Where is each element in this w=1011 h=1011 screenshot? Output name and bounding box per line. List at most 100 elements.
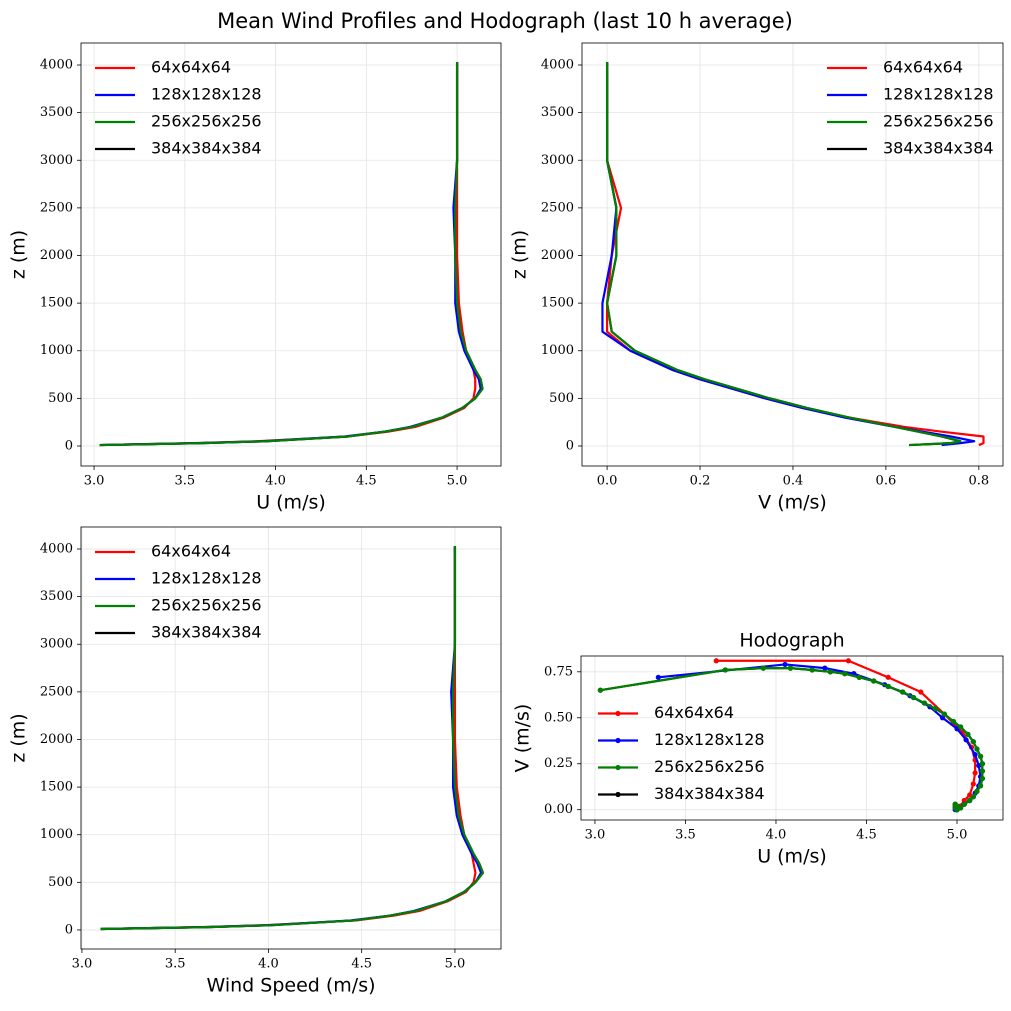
- y-tick-label: 1000: [541, 343, 574, 358]
- legend-label: 384x384x384: [883, 139, 994, 158]
- panel: 3.0 3.5 4.0 4.5 5.0 0 500 1000 1500 2000 2500 3000 3…: [8, 526, 502, 997]
- hodograph-marker: [974, 746, 980, 752]
- hodograph-marker: [713, 658, 719, 664]
- y-tick-label: 2500: [541, 200, 574, 215]
- hodograph-marker: [965, 731, 971, 737]
- legend-marker: [615, 791, 621, 798]
- x-tick-label: 4.0: [766, 828, 787, 843]
- legend-label: 384x384x384: [151, 623, 262, 642]
- legend-label: 256x256x256: [151, 112, 262, 131]
- y-tick-label: 0.25: [544, 756, 573, 771]
- hodograph-marker: [900, 689, 906, 695]
- hodograph-marker: [972, 770, 978, 776]
- y-tick-label: 0.50: [544, 710, 573, 725]
- profile-line: [605, 62, 962, 447]
- y-tick-label: 500: [48, 875, 73, 890]
- legend-marker: [615, 764, 621, 771]
- legend-label: 128x128x128: [151, 85, 262, 104]
- y-tick-label: 1500: [40, 780, 73, 795]
- x-axis-label: Wind Speed (m/s): [206, 975, 375, 997]
- hodograph-marker: [967, 797, 973, 804]
- hodograph-marker: [809, 667, 815, 673]
- y-axis-label: z (m): [8, 713, 30, 762]
- y-tick-label: 2000: [40, 248, 73, 263]
- plot-area: [100, 546, 485, 931]
- y-tick-label: 2500: [40, 684, 73, 699]
- y-tick-label: 2000: [541, 248, 574, 263]
- profile-line: [99, 62, 484, 447]
- hodograph-marker: [970, 781, 976, 787]
- hodograph-marker: [842, 671, 848, 677]
- y-tick-label: 2000: [40, 732, 73, 747]
- hodograph-marker: [958, 724, 964, 730]
- plot-frame: [80, 526, 502, 950]
- y-tick-label: 1000: [40, 827, 73, 842]
- legend-marker: [615, 710, 621, 717]
- hodograph-marker: [932, 705, 938, 712]
- legend-label: 128x128x128: [883, 85, 994, 104]
- x-tick-label: 0.8: [968, 474, 989, 489]
- hodograph-marker: [961, 797, 967, 804]
- x-tick-label: 0.2: [690, 474, 711, 489]
- y-tick-label: 1000: [40, 343, 73, 358]
- panel: 3.0 3.5 4.0 4.5 5.0 0.00 0.25 0.50 0.75 U (m/s) V …: [512, 630, 1004, 868]
- x-tick-label: 3.0: [84, 474, 105, 489]
- hodograph-marker: [822, 665, 828, 671]
- legend-label: 64x64x64: [654, 703, 734, 722]
- y-tick-label: 4000: [40, 58, 73, 73]
- x-tick-label: 0.0: [597, 474, 618, 489]
- x-tick-label: 5.0: [445, 957, 466, 972]
- legend-marker: [615, 737, 621, 744]
- legend-label: 64x64x64: [883, 58, 963, 77]
- plot-area: [99, 62, 484, 447]
- panel: 3.0 3.5 4.0 4.5 5.0 0 500 1000 1500 2000 2500 3000 3…: [8, 42, 502, 514]
- hodograph-marker: [979, 775, 985, 782]
- hodograph-marker: [979, 768, 985, 774]
- hodograph-marker: [974, 788, 980, 794]
- x-tick-label: 3.0: [585, 828, 606, 843]
- plot-frame: [581, 42, 1004, 467]
- y-tick-label: 0: [65, 438, 73, 453]
- plot-frame: [580, 655, 1004, 821]
- hodograph-marker: [722, 667, 728, 673]
- hodograph-marker: [827, 669, 833, 675]
- hodograph-marker: [972, 751, 978, 758]
- hodograph-marker: [782, 661, 788, 668]
- hodograph-marker: [918, 689, 924, 695]
- hodograph-marker: [970, 794, 976, 800]
- y-tick-label: 3000: [541, 153, 574, 168]
- y-tick-label: 3500: [541, 105, 574, 120]
- hodograph-marker: [970, 739, 976, 745]
- y-tick-label: 3000: [40, 153, 73, 168]
- chart-title: Hodograph: [739, 630, 844, 652]
- legend-label: 384x384x384: [151, 139, 262, 158]
- hodograph-marker: [760, 665, 766, 671]
- hodograph-marker: [885, 683, 891, 690]
- hodograph-marker: [954, 803, 960, 809]
- x-tick-label: 3.0: [72, 957, 93, 972]
- y-tick-label: 1500: [40, 296, 73, 311]
- y-tick-label: 0.00: [544, 802, 573, 817]
- legend-label: 128x128x128: [151, 569, 262, 588]
- y-tick-label: 4000: [541, 58, 574, 73]
- y-tick-label: 500: [48, 391, 73, 406]
- hodograph-marker: [961, 801, 967, 807]
- y-tick-label: 4000: [40, 542, 73, 557]
- hodograph-marker: [845, 658, 851, 664]
- legend-label: 256x256x256: [883, 112, 994, 131]
- x-tick-label: 4.0: [258, 957, 279, 972]
- plot-area: [601, 62, 985, 447]
- x-tick-label: 0.6: [876, 474, 897, 489]
- legend-label: 128x128x128: [654, 730, 765, 749]
- y-tick-label: 3000: [40, 637, 73, 652]
- hodograph-marker: [979, 761, 985, 767]
- hodograph-marker: [977, 753, 984, 759]
- hodograph-marker: [655, 674, 661, 680]
- hodograph-marker: [910, 694, 917, 701]
- legend-label: 384x384x384: [654, 784, 765, 803]
- hodograph-marker: [597, 687, 603, 693]
- profile-line: [100, 546, 485, 931]
- y-tick-label: 2500: [40, 200, 73, 215]
- x-tick-label: 3.5: [174, 474, 195, 489]
